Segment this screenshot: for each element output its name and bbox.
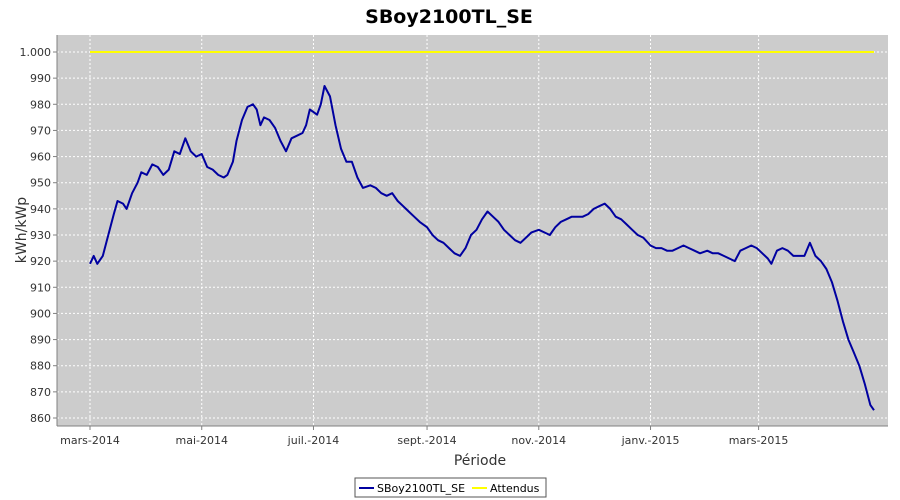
y-tick-label: 880: [30, 360, 51, 373]
y-tick-label: 890: [30, 334, 51, 347]
y-tick-label: 860: [30, 412, 51, 425]
x-tick-label: janv.-2015: [621, 434, 680, 447]
y-tick-label: 920: [30, 255, 51, 268]
legend-label: Attendus: [490, 482, 540, 495]
x-tick-label: mars-2015: [729, 434, 789, 447]
y-tick-label: 990: [30, 72, 51, 85]
x-tick-label: mars-2014: [60, 434, 120, 447]
series-layer: [89, 51, 875, 411]
y-tick-label: 1.000: [20, 46, 52, 59]
plot-background: [57, 35, 888, 426]
x-axis-label: Période: [454, 453, 506, 469]
legend-box: [354, 477, 547, 498]
y-ticks: 860 870 880 890 900 910 920 930 940 950 960 970 980 9…: [20, 46, 57, 425]
x-tick-label: sept.-2014: [397, 434, 456, 447]
chart-title: SBoy2100TL_SE: [365, 6, 533, 28]
y-tick-label: 910: [30, 281, 51, 294]
y-tick-label: 900: [30, 307, 51, 320]
y-tick-label: 980: [30, 98, 51, 111]
y-tick-label: 960: [30, 151, 51, 164]
y-tick-label: 970: [30, 124, 51, 137]
legend: SBoy2100TL_SE Attendus: [354, 477, 547, 498]
y-axis-label: kWh/kWp: [14, 197, 30, 263]
y-tick-label: 940: [30, 203, 51, 216]
x-tick-label: nov.-2014: [511, 434, 566, 447]
x-ticks: mars-2014 mai-2014 juil.-2014 sept.-2014 nov…: [60, 426, 788, 447]
y-tick-label: 930: [30, 229, 51, 242]
x-tick-label: mai-2014: [175, 434, 227, 447]
y-tick-label: 870: [30, 386, 51, 399]
y-tick-label: 950: [30, 177, 51, 190]
grid-layer: [57, 35, 888, 426]
x-tick-label: juil.-2014: [287, 434, 340, 447]
legend-label: SBoy2100TL_SE: [377, 482, 465, 495]
series-line: [89, 85, 875, 411]
